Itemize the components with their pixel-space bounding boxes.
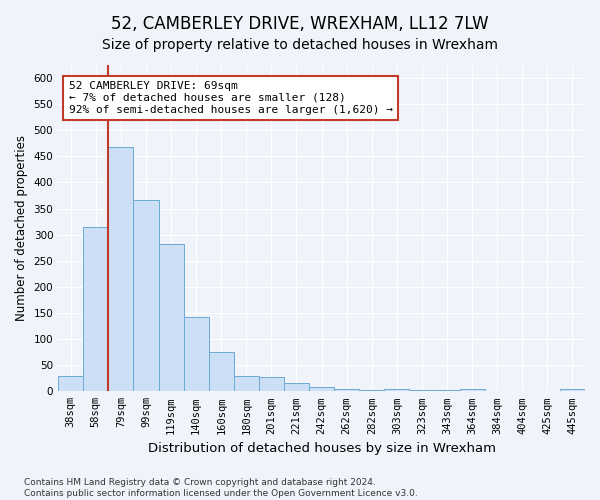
Bar xyxy=(109,148,133,392)
Bar xyxy=(158,244,184,392)
Y-axis label: Number of detached properties: Number of detached properties xyxy=(15,135,28,321)
Bar xyxy=(284,384,309,392)
Bar xyxy=(184,317,209,392)
Bar xyxy=(133,200,158,392)
Bar xyxy=(560,388,585,392)
Bar xyxy=(359,390,385,392)
Bar xyxy=(83,227,109,392)
Bar xyxy=(485,391,510,392)
Bar xyxy=(234,376,259,392)
Bar xyxy=(535,391,560,392)
Text: 52 CAMBERLEY DRIVE: 69sqm
← 7% of detached houses are smaller (128)
92% of semi-: 52 CAMBERLEY DRIVE: 69sqm ← 7% of detach… xyxy=(69,82,393,114)
Text: Size of property relative to detached houses in Wrexham: Size of property relative to detached ho… xyxy=(102,38,498,52)
Bar xyxy=(209,352,234,392)
Bar xyxy=(460,388,485,392)
Text: Contains HM Land Registry data © Crown copyright and database right 2024.
Contai: Contains HM Land Registry data © Crown c… xyxy=(24,478,418,498)
Bar xyxy=(510,391,535,392)
Bar xyxy=(385,388,409,392)
Bar xyxy=(259,377,284,392)
Bar xyxy=(434,390,460,392)
Bar xyxy=(334,388,359,392)
Bar xyxy=(409,390,434,392)
Text: 52, CAMBERLEY DRIVE, WREXHAM, LL12 7LW: 52, CAMBERLEY DRIVE, WREXHAM, LL12 7LW xyxy=(111,15,489,33)
Bar xyxy=(58,376,83,392)
Bar xyxy=(309,387,334,392)
X-axis label: Distribution of detached houses by size in Wrexham: Distribution of detached houses by size … xyxy=(148,442,496,455)
